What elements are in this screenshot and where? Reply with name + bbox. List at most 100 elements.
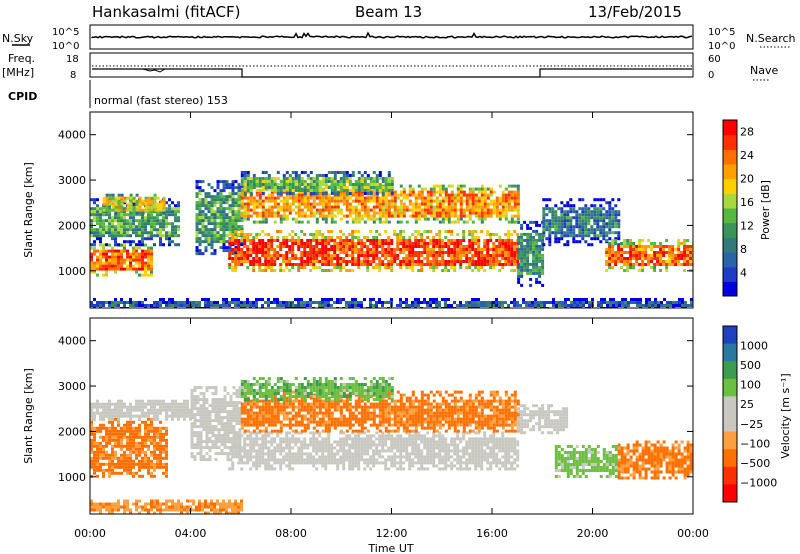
velocity-cell xyxy=(199,398,203,402)
power-cell xyxy=(426,251,430,254)
power-cell xyxy=(195,249,199,253)
power-cell xyxy=(569,198,573,202)
power-cell xyxy=(264,248,268,251)
power-cell xyxy=(614,216,618,220)
velocity-cell xyxy=(114,435,117,439)
velocity-cell xyxy=(171,402,174,406)
velocity-cell xyxy=(180,411,183,415)
power-cell xyxy=(237,228,241,232)
velocity-cell xyxy=(114,408,117,412)
velocity-cell xyxy=(108,465,111,469)
power-cell xyxy=(354,199,358,203)
power-cell xyxy=(645,298,648,301)
velocity-cell xyxy=(171,405,174,409)
power-cell xyxy=(312,214,316,218)
power-cell xyxy=(261,180,265,183)
velocity-echo-region xyxy=(90,399,192,421)
power-cell xyxy=(351,190,355,194)
power-cell xyxy=(135,225,138,229)
power-cell xyxy=(243,301,246,304)
power-cell xyxy=(384,205,388,209)
velocity-cell xyxy=(150,435,153,439)
velocity-cell xyxy=(144,402,147,406)
power-cell xyxy=(435,202,439,206)
power-cell xyxy=(620,242,624,245)
power-cell xyxy=(219,213,223,217)
power-cell xyxy=(321,304,324,307)
power-cell xyxy=(159,211,163,215)
velocity-cell xyxy=(102,402,105,406)
velocity-cell xyxy=(162,432,165,436)
power-cell xyxy=(563,210,567,214)
power-cell xyxy=(538,280,542,284)
power-cell xyxy=(285,177,289,180)
power-cell xyxy=(225,240,229,244)
power-cell xyxy=(462,208,466,212)
power-cell xyxy=(480,187,484,191)
velocity-cell xyxy=(93,453,96,457)
power-cell xyxy=(201,219,205,223)
power-cell xyxy=(306,189,310,192)
velocity-cell xyxy=(141,405,144,409)
power-cell xyxy=(285,242,289,245)
power-cell xyxy=(204,240,208,244)
power-cell xyxy=(620,260,624,263)
power-cell xyxy=(489,260,493,263)
power-cell xyxy=(639,301,642,304)
power-cell xyxy=(641,257,645,260)
power-cell xyxy=(532,265,536,269)
power-cell xyxy=(213,249,217,253)
power-cell xyxy=(288,257,292,260)
power-cell xyxy=(510,233,514,236)
power-cell xyxy=(561,301,564,304)
power-cell xyxy=(243,192,247,195)
power-cell xyxy=(378,239,382,242)
power-cell xyxy=(405,301,408,304)
power-echo-region xyxy=(90,243,153,277)
power-cell xyxy=(372,304,375,307)
power-cell xyxy=(159,301,162,304)
power-cell xyxy=(210,240,214,244)
power-cell xyxy=(399,193,403,197)
power-cell xyxy=(363,263,367,266)
power-cell xyxy=(108,208,112,212)
power-cell xyxy=(513,220,517,224)
power-cell xyxy=(219,228,223,232)
power-cell xyxy=(459,196,463,200)
power-cell xyxy=(517,265,521,269)
power-colorbar-segment xyxy=(723,222,737,238)
power-cell xyxy=(234,234,238,238)
power-cell xyxy=(153,199,157,203)
power-cell xyxy=(447,208,451,212)
power-cell xyxy=(192,304,195,307)
power-cell xyxy=(138,231,141,235)
velocity-cell xyxy=(138,441,141,445)
power-cell xyxy=(372,236,376,239)
power-cell xyxy=(405,263,409,266)
power-cell xyxy=(596,234,600,238)
velocity-cell xyxy=(102,471,105,475)
power-cell xyxy=(432,266,436,269)
velocity-cell xyxy=(111,432,114,436)
power-cell xyxy=(204,246,208,250)
power-cell xyxy=(366,189,370,192)
power-cell xyxy=(504,260,508,263)
power-cell xyxy=(680,242,684,245)
power-cell xyxy=(566,243,570,247)
power-cell xyxy=(489,190,493,194)
power-cell xyxy=(144,208,148,212)
velocity-cell xyxy=(129,435,132,439)
power-cell xyxy=(411,208,415,212)
power-cell xyxy=(309,248,313,251)
power-cell xyxy=(405,304,408,307)
power-cell xyxy=(255,189,259,192)
power-cell xyxy=(273,248,277,251)
power-cell xyxy=(165,304,168,307)
power-cell xyxy=(321,236,325,239)
power-cell xyxy=(632,245,636,248)
power-cell xyxy=(348,304,351,307)
velocity-cell xyxy=(111,423,114,427)
power-cell xyxy=(291,217,295,221)
power-cell xyxy=(522,298,525,301)
power-cell xyxy=(662,248,666,251)
